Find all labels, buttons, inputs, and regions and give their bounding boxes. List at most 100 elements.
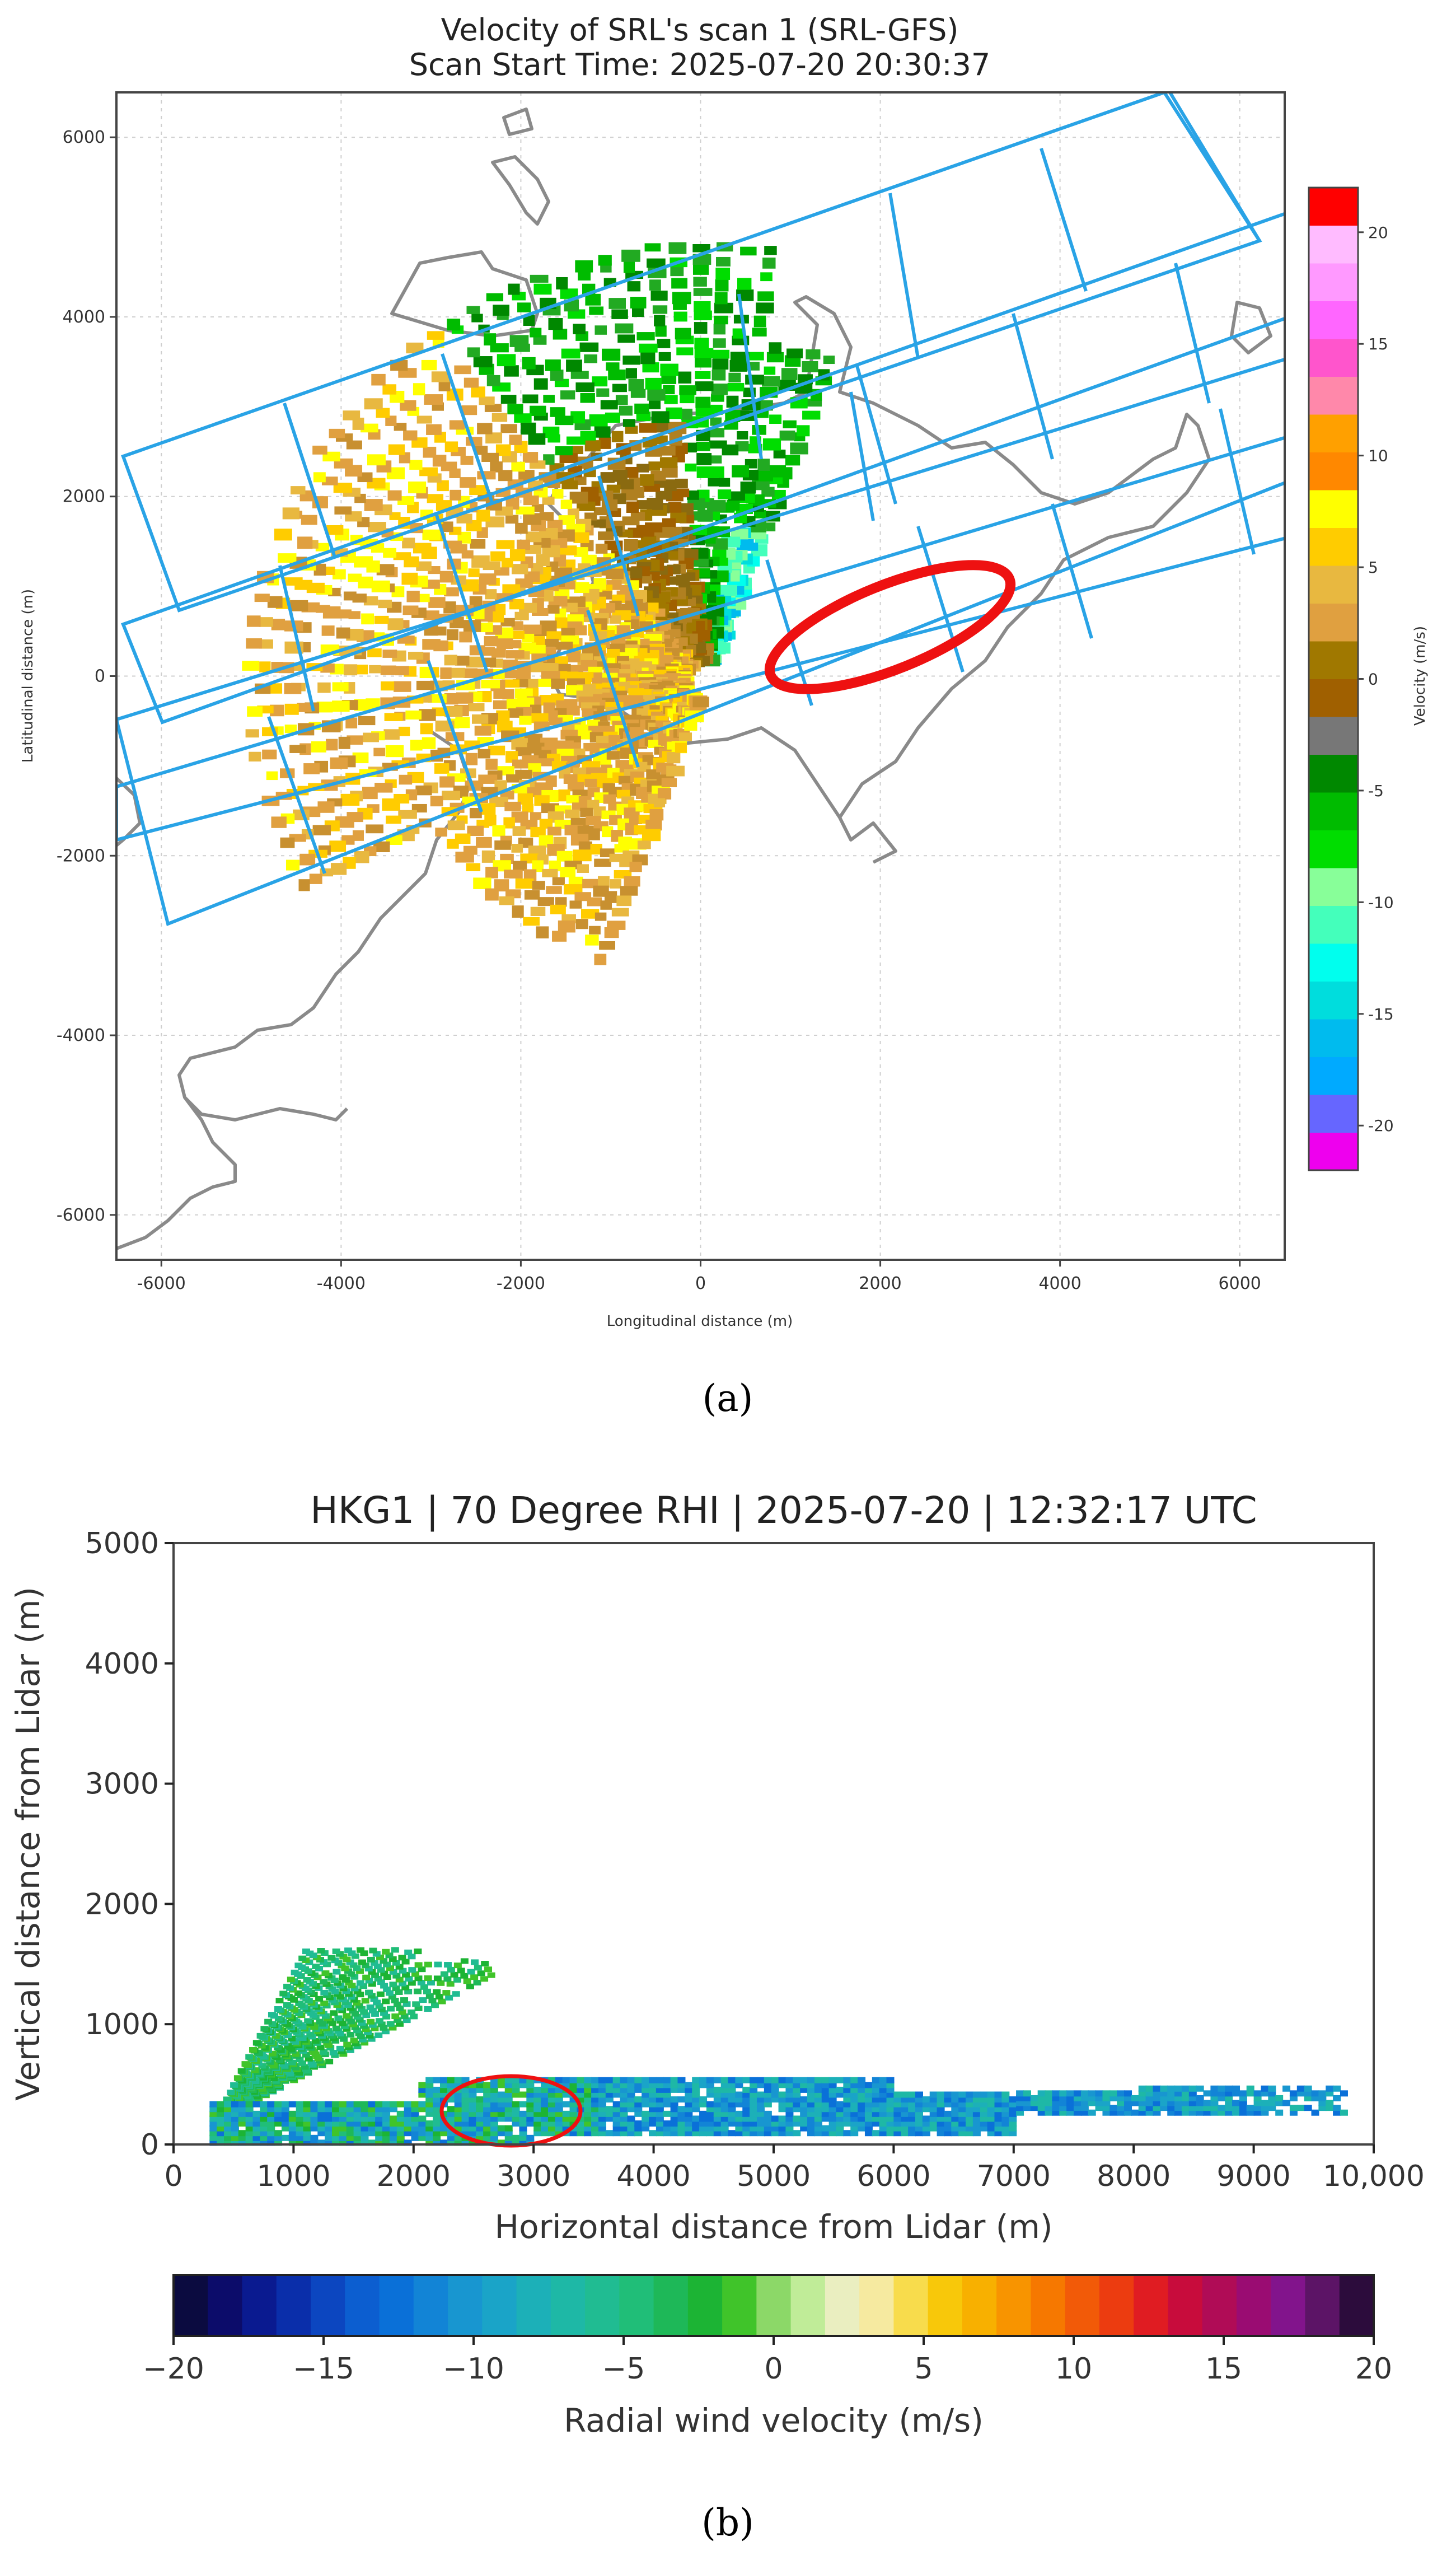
rhi-cell <box>350 1985 359 1992</box>
rhi-cell <box>439 2077 448 2083</box>
rhi-cell <box>1167 2109 1176 2116</box>
scan-cell <box>694 301 711 312</box>
rhi-cell <box>224 2115 232 2122</box>
scan-cell <box>599 941 616 950</box>
rhi-cell <box>922 2125 930 2132</box>
scan-cell <box>329 840 347 852</box>
scan-cell <box>398 726 410 736</box>
rhi-cell <box>850 2110 859 2117</box>
rhi-cell <box>562 2091 570 2098</box>
rhi-cell <box>1145 2105 1154 2111</box>
rhi-cell <box>800 2086 808 2093</box>
rhi-cell <box>944 2110 952 2117</box>
rhi-cell <box>670 2077 678 2083</box>
rhi-cell <box>649 2096 657 2103</box>
scan-cell <box>523 496 539 506</box>
rhi-cell <box>362 2012 371 2018</box>
rhi-cell <box>383 1961 391 1968</box>
rhi-cell <box>252 2139 261 2146</box>
rhi-cell <box>418 2101 427 2108</box>
rhi-cell <box>1289 2109 1298 2116</box>
rhi-cell <box>320 2049 328 2055</box>
scan-cell <box>532 881 545 890</box>
rhi-cell <box>1218 2109 1226 2116</box>
rhi-cell <box>656 2115 664 2122</box>
rhi-cell <box>404 1949 413 1955</box>
rhi-cell <box>404 2110 412 2117</box>
rhi-cell <box>345 2044 353 2050</box>
rhi-cell <box>850 2091 859 2098</box>
scan-cell <box>339 609 352 619</box>
rhi-cell <box>368 2101 376 2108</box>
rhi-cell <box>209 2120 218 2127</box>
rhi-cell <box>224 2106 232 2113</box>
rhi-cell <box>778 2101 786 2108</box>
rhi-cell <box>483 2096 491 2103</box>
rhi-cell <box>497 2091 505 2098</box>
rhi-cell <box>814 2110 822 2117</box>
scan-cell <box>715 268 731 280</box>
scan-cell <box>711 370 726 381</box>
scan-cell <box>762 258 776 269</box>
scan-cell <box>715 279 729 292</box>
rhi-cell <box>346 2120 354 2127</box>
rhi-cell <box>879 2091 887 2098</box>
scan-cell <box>694 338 709 349</box>
rhi-cell <box>893 2106 902 2113</box>
rhi-cell <box>346 2125 354 2132</box>
scan-cell <box>587 897 602 906</box>
rhi-cell <box>447 2106 455 2113</box>
rhi-cell <box>886 2110 895 2117</box>
scan-cell <box>481 452 499 462</box>
rhi-cell <box>1131 2100 1139 2106</box>
rhi-cell <box>541 2106 549 2113</box>
rhi-cell <box>1001 2130 1010 2137</box>
rhi-cell <box>1340 2090 1348 2097</box>
rhi-cell <box>541 2086 549 2093</box>
rhi-cell <box>252 2110 261 2117</box>
rhi-cell <box>274 2106 283 2113</box>
rhi-cell <box>670 2101 678 2108</box>
scan-cell <box>346 440 362 450</box>
rhi-cell <box>302 2052 310 2058</box>
rhi-cell <box>433 1975 442 1982</box>
scan-cell <box>673 311 687 322</box>
rhi-cell <box>526 2091 535 2098</box>
rhi-cell <box>886 2096 895 2103</box>
rhi-cell <box>296 2101 304 2108</box>
scan-cell <box>384 713 403 721</box>
scan-cell <box>503 817 515 829</box>
rhi-cell <box>1030 2095 1038 2101</box>
rhi-cell <box>380 2010 388 2016</box>
scan-cell <box>430 796 443 807</box>
scan-cell <box>589 414 608 427</box>
rhi-cell <box>555 2086 563 2093</box>
rhi-cell <box>742 2086 751 2093</box>
rhi-cell <box>821 2115 830 2122</box>
rhi-cell <box>937 2110 945 2117</box>
rhi-cell <box>807 2091 816 2098</box>
scan-cell <box>421 359 437 371</box>
scan-cell <box>333 569 346 580</box>
rhi-cell <box>433 2091 441 2098</box>
rhi-cell <box>1289 2105 1298 2111</box>
scan-cell <box>247 706 263 717</box>
y-tick-label: 5000 <box>85 1527 159 1560</box>
rhi-cell <box>346 1959 354 1965</box>
rhi-cell <box>296 2125 304 2132</box>
rhi-cell <box>922 2120 930 2127</box>
rhi-cell <box>444 1962 452 1968</box>
rhi-cell <box>1268 2095 1276 2101</box>
scan-cell <box>517 539 531 550</box>
rhi-cell <box>569 2101 578 2108</box>
rhi-cell <box>685 2091 693 2098</box>
rhi-cell <box>1160 2105 1168 2111</box>
rhi-cell <box>699 2096 708 2103</box>
rhi-cell <box>352 2040 360 2046</box>
rhi-cell <box>836 2106 844 2113</box>
rhi-cell <box>391 2013 400 2020</box>
rhi-cell <box>1239 2105 1247 2111</box>
rhi-cell <box>828 2106 837 2113</box>
rhi-cell <box>461 2125 470 2132</box>
rhi-cell <box>1203 2105 1211 2111</box>
